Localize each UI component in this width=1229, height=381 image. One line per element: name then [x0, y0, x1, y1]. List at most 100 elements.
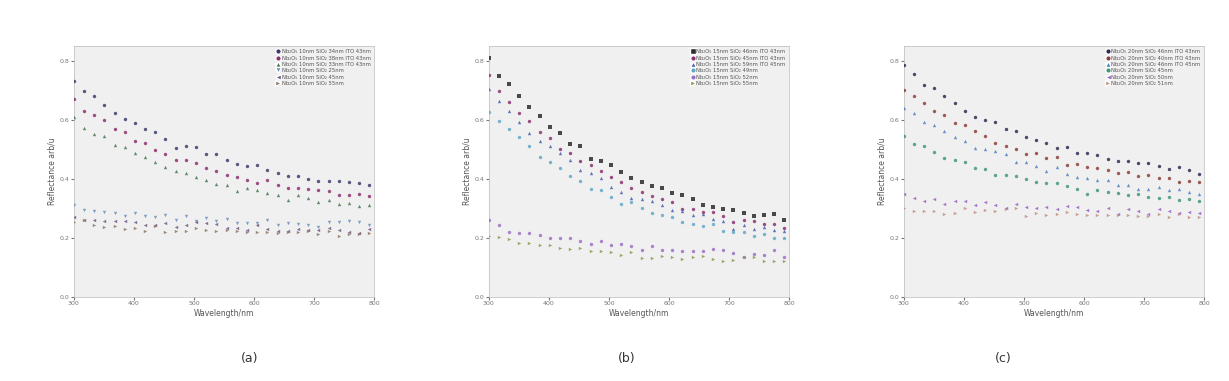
- Point: [247, 220, 267, 226]
- Point: [893, 105, 913, 111]
- Point: [156, 229, 176, 235]
- Point: [744, 251, 763, 257]
- Point: [560, 141, 580, 147]
- Point: [95, 117, 114, 123]
- Point: [176, 142, 195, 149]
- Point: [530, 113, 549, 119]
- Point: [166, 224, 186, 230]
- Point: [591, 187, 611, 193]
- Point: [995, 151, 1015, 157]
- Point: [965, 145, 984, 151]
- Point: [764, 235, 784, 241]
- Point: [258, 229, 278, 235]
- Point: [1088, 152, 1107, 158]
- Point: [703, 246, 723, 252]
- Point: [197, 151, 216, 157]
- Point: [339, 179, 359, 185]
- Y-axis label: Reflectance arb/u: Reflectance arb/u: [48, 138, 57, 205]
- Point: [570, 143, 590, 149]
- Point: [318, 178, 338, 184]
- Point: [986, 208, 1005, 214]
- Point: [611, 179, 630, 185]
- Point: [520, 118, 540, 124]
- Point: [329, 227, 349, 233]
- Point: [1016, 204, 1036, 210]
- Point: [1097, 177, 1117, 183]
- Point: [1047, 154, 1067, 160]
- Point: [914, 119, 934, 125]
- Point: [1088, 165, 1107, 171]
- Point: [905, 195, 924, 202]
- Point: [135, 140, 155, 146]
- Point: [520, 231, 540, 237]
- Point: [1149, 195, 1169, 201]
- Point: [724, 229, 744, 235]
- Point: [308, 224, 328, 230]
- Point: [1159, 166, 1179, 172]
- Point: [551, 130, 570, 136]
- Point: [1107, 170, 1127, 176]
- Point: [1036, 180, 1056, 186]
- Point: [591, 168, 611, 174]
- Point: [339, 200, 359, 206]
- Point: [551, 146, 570, 152]
- Point: [1067, 150, 1086, 156]
- Point: [632, 195, 651, 202]
- Point: [1007, 205, 1026, 211]
- Point: [156, 164, 176, 170]
- Point: [1138, 186, 1158, 192]
- Point: [724, 250, 744, 256]
- Point: [764, 258, 784, 264]
- Point: [1159, 194, 1179, 200]
- Point: [713, 206, 732, 212]
- Point: [693, 223, 713, 229]
- Point: [85, 131, 104, 137]
- Point: [349, 191, 369, 197]
- Point: [774, 225, 794, 231]
- Point: [570, 178, 590, 184]
- Point: [510, 230, 530, 236]
- Point: [308, 199, 328, 205]
- Point: [755, 231, 774, 237]
- Point: [114, 213, 134, 219]
- Point: [764, 221, 784, 227]
- Point: [1169, 197, 1188, 203]
- Point: [1057, 203, 1077, 209]
- Legend: Nb₂O₅ 15nm SiO₂ 46nm ITO 43nm, Nb₂O₅ 15nm SiO₂ 45nm ITO 43nm, Nb₂O₅ 15nm SiO₂ 59: Nb₂O₅ 15nm SiO₂ 46nm ITO 43nm, Nb₂O₅ 15n…: [689, 48, 787, 87]
- Point: [934, 93, 954, 99]
- Point: [1180, 209, 1200, 215]
- Point: [206, 168, 226, 174]
- Point: [145, 223, 165, 229]
- Point: [1047, 180, 1067, 186]
- Point: [1128, 208, 1148, 214]
- Point: [530, 129, 549, 135]
- Point: [995, 205, 1015, 211]
- Point: [318, 225, 338, 231]
- Point: [1128, 213, 1148, 219]
- Point: [905, 141, 924, 147]
- Point: [622, 243, 642, 249]
- Point: [914, 198, 934, 204]
- Point: [499, 82, 519, 88]
- Point: [642, 193, 661, 199]
- Point: [581, 186, 601, 192]
- Point: [601, 162, 621, 168]
- Point: [104, 218, 124, 224]
- Point: [74, 107, 93, 114]
- Point: [1047, 145, 1067, 151]
- Point: [1088, 212, 1107, 218]
- Point: [653, 196, 672, 202]
- Point: [145, 222, 165, 228]
- Point: [278, 228, 297, 234]
- Point: [893, 62, 913, 68]
- Point: [308, 231, 328, 237]
- Point: [1118, 182, 1138, 188]
- Point: [479, 232, 499, 239]
- Point: [268, 182, 288, 188]
- Text: (a): (a): [241, 352, 258, 365]
- Point: [540, 242, 559, 248]
- Point: [360, 193, 380, 199]
- Point: [1190, 191, 1209, 197]
- Point: [1057, 162, 1077, 168]
- Point: [1026, 137, 1046, 143]
